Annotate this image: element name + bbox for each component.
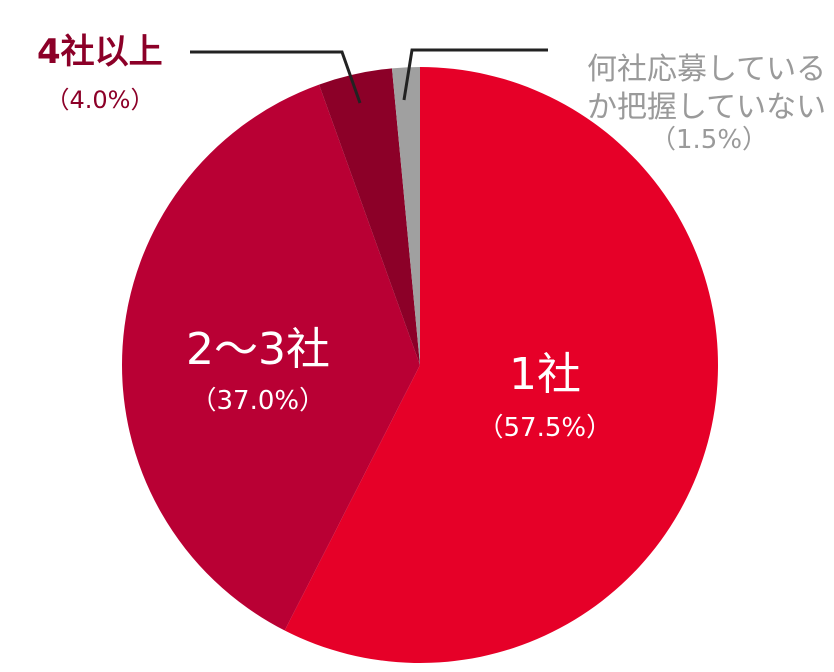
pie-slice <box>122 84 420 631</box>
leader-line <box>190 50 362 104</box>
leader-line <box>402 48 548 101</box>
value-label: （1.5%） <box>650 125 769 155</box>
pie-slice <box>319 68 420 365</box>
category-label: 2～3社 <box>186 324 330 375</box>
value-label: （57.5%） <box>477 413 613 443</box>
pie <box>122 67 718 663</box>
value-label: （4.0%） <box>45 86 155 114</box>
pie-slice <box>284 67 718 663</box>
category-label: 何社応募しているか把握していない <box>587 52 827 125</box>
category-label: 1社 <box>509 349 581 400</box>
value-label: （37.0%） <box>190 386 326 416</box>
category-label: 4社以上 <box>37 32 163 72</box>
pie-slice <box>391 67 420 365</box>
